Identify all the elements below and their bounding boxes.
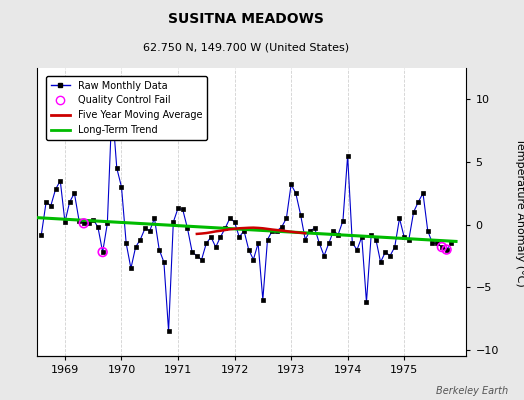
Text: 62.750 N, 149.700 W (United States): 62.750 N, 149.700 W (United States) — [143, 42, 350, 52]
Y-axis label: Temperature Anomaly (°C): Temperature Anomaly (°C) — [516, 138, 524, 286]
Point — [438, 244, 446, 250]
Point — [442, 246, 451, 253]
Text: SUSITNA MEADOWS: SUSITNA MEADOWS — [168, 12, 324, 26]
Text: Berkeley Earth: Berkeley Earth — [436, 386, 508, 396]
Legend: Raw Monthly Data, Quality Control Fail, Five Year Moving Average, Long-Term Tren: Raw Monthly Data, Quality Control Fail, … — [46, 76, 208, 140]
Point — [80, 220, 88, 226]
Point — [99, 249, 107, 255]
